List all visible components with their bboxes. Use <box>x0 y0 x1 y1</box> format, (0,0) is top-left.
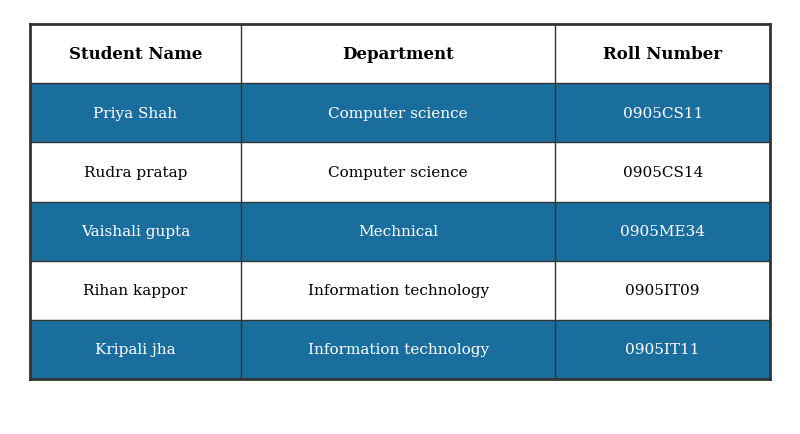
Text: 0905CS11: 0905CS11 <box>622 106 703 121</box>
Text: Information technology: Information technology <box>307 342 489 357</box>
Text: Computer science: Computer science <box>328 106 468 121</box>
Text: 0905IT09: 0905IT09 <box>626 283 700 298</box>
Text: Roll Number: Roll Number <box>603 46 722 63</box>
Text: 0905IT11: 0905IT11 <box>626 342 700 357</box>
Text: Student Name: Student Name <box>69 46 202 63</box>
Bar <box>30 25 770 379</box>
Text: Rihan kappor: Rihan kappor <box>83 283 187 298</box>
Bar <box>30 25 770 84</box>
Bar <box>30 84 770 143</box>
Text: Rudra pratap: Rudra pratap <box>84 165 187 180</box>
Text: Priya Shah: Priya Shah <box>94 106 178 121</box>
Bar <box>30 202 770 261</box>
Text: Information technology: Information technology <box>307 283 489 298</box>
Text: Kripali jha: Kripali jha <box>95 342 176 357</box>
Text: Computer science: Computer science <box>328 165 468 180</box>
Bar <box>30 143 770 202</box>
Text: Vaishali gupta: Vaishali gupta <box>81 224 190 239</box>
Text: Department: Department <box>342 46 454 63</box>
Text: 0905CS14: 0905CS14 <box>622 165 703 180</box>
Bar <box>30 261 770 320</box>
Text: 0905ME34: 0905ME34 <box>620 224 706 239</box>
Text: Mechnical: Mechnical <box>358 224 438 239</box>
Bar <box>30 320 770 379</box>
